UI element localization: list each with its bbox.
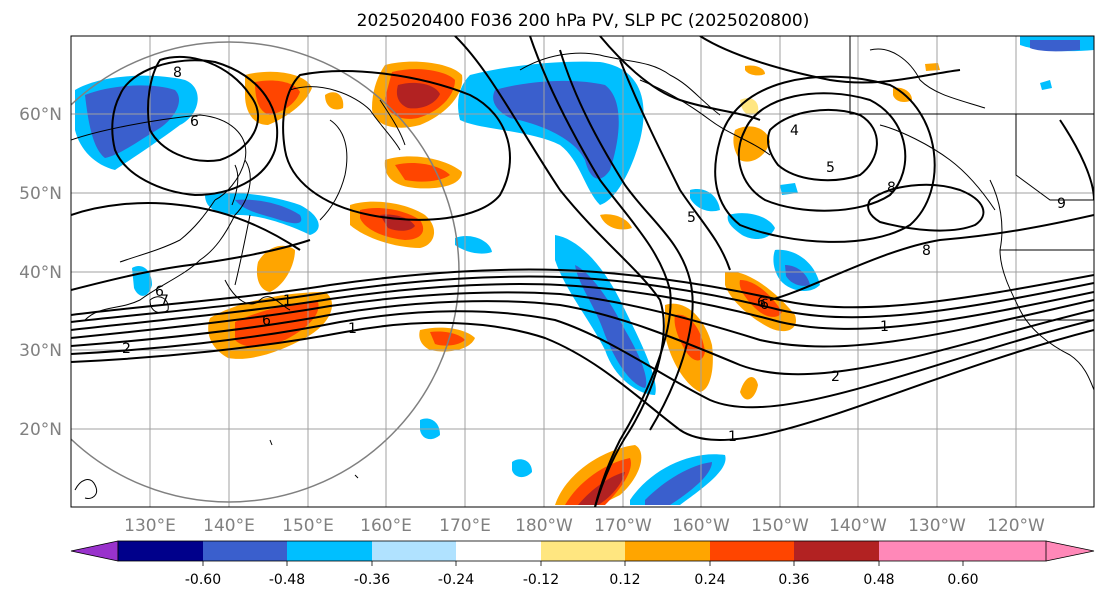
colorbar-frame bbox=[117, 540, 1047, 562]
colorbar: -0.60 -0.48 -0.36 -0.24 -0.12 0.12 0.24 … bbox=[70, 540, 1095, 588]
lat-label: 40°N bbox=[19, 263, 62, 283]
contour-label: 9 bbox=[1057, 196, 1066, 212]
colorbar-swatch bbox=[625, 541, 710, 561]
colorbar-swatch bbox=[541, 541, 625, 561]
contour-label: 2 bbox=[122, 341, 131, 357]
lon-label: 150°W bbox=[751, 516, 809, 536]
contour-label: 8 bbox=[922, 243, 931, 259]
colorbar-arrow-right bbox=[1045, 540, 1095, 562]
contour-label: 2 bbox=[831, 369, 840, 385]
colorbar-tick-label: 0.24 bbox=[694, 572, 725, 588]
lon-label: 160°W bbox=[672, 516, 730, 536]
contour-label: 6 bbox=[262, 313, 271, 329]
contour-label: 8 bbox=[173, 65, 182, 81]
slp-contours bbox=[71, 36, 1094, 507]
contour-label: 6 bbox=[190, 114, 199, 130]
colorbar-extend-left bbox=[70, 540, 119, 562]
contour-labels: 8 6 6 1 2 1 7 6 5 4 6 8 9 5 2 1 1 6 8 bbox=[122, 65, 1066, 445]
contour-label: 6 bbox=[155, 284, 164, 300]
map-panel: 8 6 6 1 2 1 7 6 5 4 6 8 9 5 2 1 1 6 8 bbox=[70, 35, 1095, 508]
colorbar-tick-label: 0.60 bbox=[947, 572, 978, 588]
colorbar-tick-label: -0.24 bbox=[438, 572, 474, 588]
colorbar-tick-label: 0.48 bbox=[863, 572, 894, 588]
contour-label: 1 bbox=[348, 321, 357, 337]
contour-label: 5 bbox=[826, 160, 835, 176]
colorbar-tick-label: 0.12 bbox=[609, 572, 640, 588]
colorbar-tick-label: 0.36 bbox=[778, 572, 809, 588]
contour-label: 6 bbox=[757, 295, 766, 311]
lat-label: 60°N bbox=[19, 105, 62, 125]
map-frame bbox=[70, 35, 1095, 508]
contour-label: 8 bbox=[887, 180, 896, 196]
colorbar-swatch bbox=[456, 541, 541, 561]
colorbar-swatch bbox=[794, 541, 879, 561]
lat-label: 30°N bbox=[19, 341, 62, 361]
colorbar-swatch bbox=[879, 541, 963, 561]
colorbar-swatch bbox=[372, 541, 456, 561]
contour-label: 6 bbox=[760, 297, 769, 313]
contour-label: 1 bbox=[283, 293, 292, 309]
lon-label: 170°E bbox=[439, 516, 491, 536]
chart-title: 2025020400 F036 200 hPa PV, SLP PC (2025… bbox=[357, 11, 810, 31]
contour-label: 1 bbox=[880, 319, 889, 335]
lon-label: 150°E bbox=[282, 516, 334, 536]
lon-label: 140°W bbox=[829, 516, 887, 536]
colorbar-tick-label: -0.12 bbox=[523, 572, 559, 588]
colorbar-swatch bbox=[203, 541, 287, 561]
lon-label: 130°E bbox=[124, 516, 176, 536]
lon-label: 140°E bbox=[203, 516, 255, 536]
latitude-labels: 60°N 50°N 40°N 30°N 20°N bbox=[19, 105, 62, 440]
colorbar-tick-label: -0.48 bbox=[269, 572, 305, 588]
longitude-labels: 130°E 140°E 150°E 160°E 170°E 180°W 170°… bbox=[124, 516, 1045, 536]
contour-label: 4 bbox=[790, 123, 799, 139]
colorbar-tick-label: -0.36 bbox=[354, 572, 390, 588]
colorbar-swatch bbox=[287, 541, 372, 561]
colorbar-swatch bbox=[710, 541, 794, 561]
lon-label: 180°W bbox=[515, 516, 573, 536]
lon-label: 160°E bbox=[360, 516, 412, 536]
lon-label: 130°W bbox=[908, 516, 966, 536]
lat-label: 20°N bbox=[19, 420, 62, 440]
contour-label: 5 bbox=[687, 210, 696, 226]
colorbar-swatch bbox=[118, 541, 203, 561]
lon-label: 170°W bbox=[594, 516, 652, 536]
contour-label: 1 bbox=[728, 429, 737, 445]
lon-label: 120°W bbox=[987, 516, 1045, 536]
contour-label: 7 bbox=[160, 293, 169, 309]
colorbar-tick-label: -0.60 bbox=[185, 572, 221, 588]
lat-label: 50°N bbox=[19, 184, 62, 204]
colorbar-ticks bbox=[202, 561, 964, 566]
